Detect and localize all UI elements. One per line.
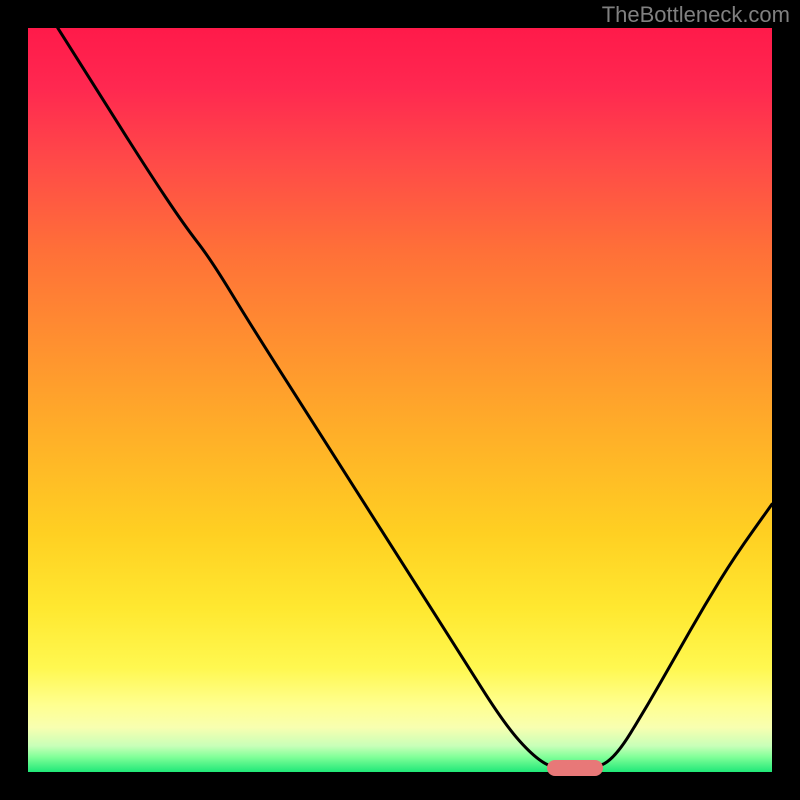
chart-area	[28, 28, 772, 772]
curve-line	[28, 28, 772, 772]
watermark-text: TheBottleneck.com	[602, 2, 790, 28]
minimum-marker	[547, 760, 603, 776]
